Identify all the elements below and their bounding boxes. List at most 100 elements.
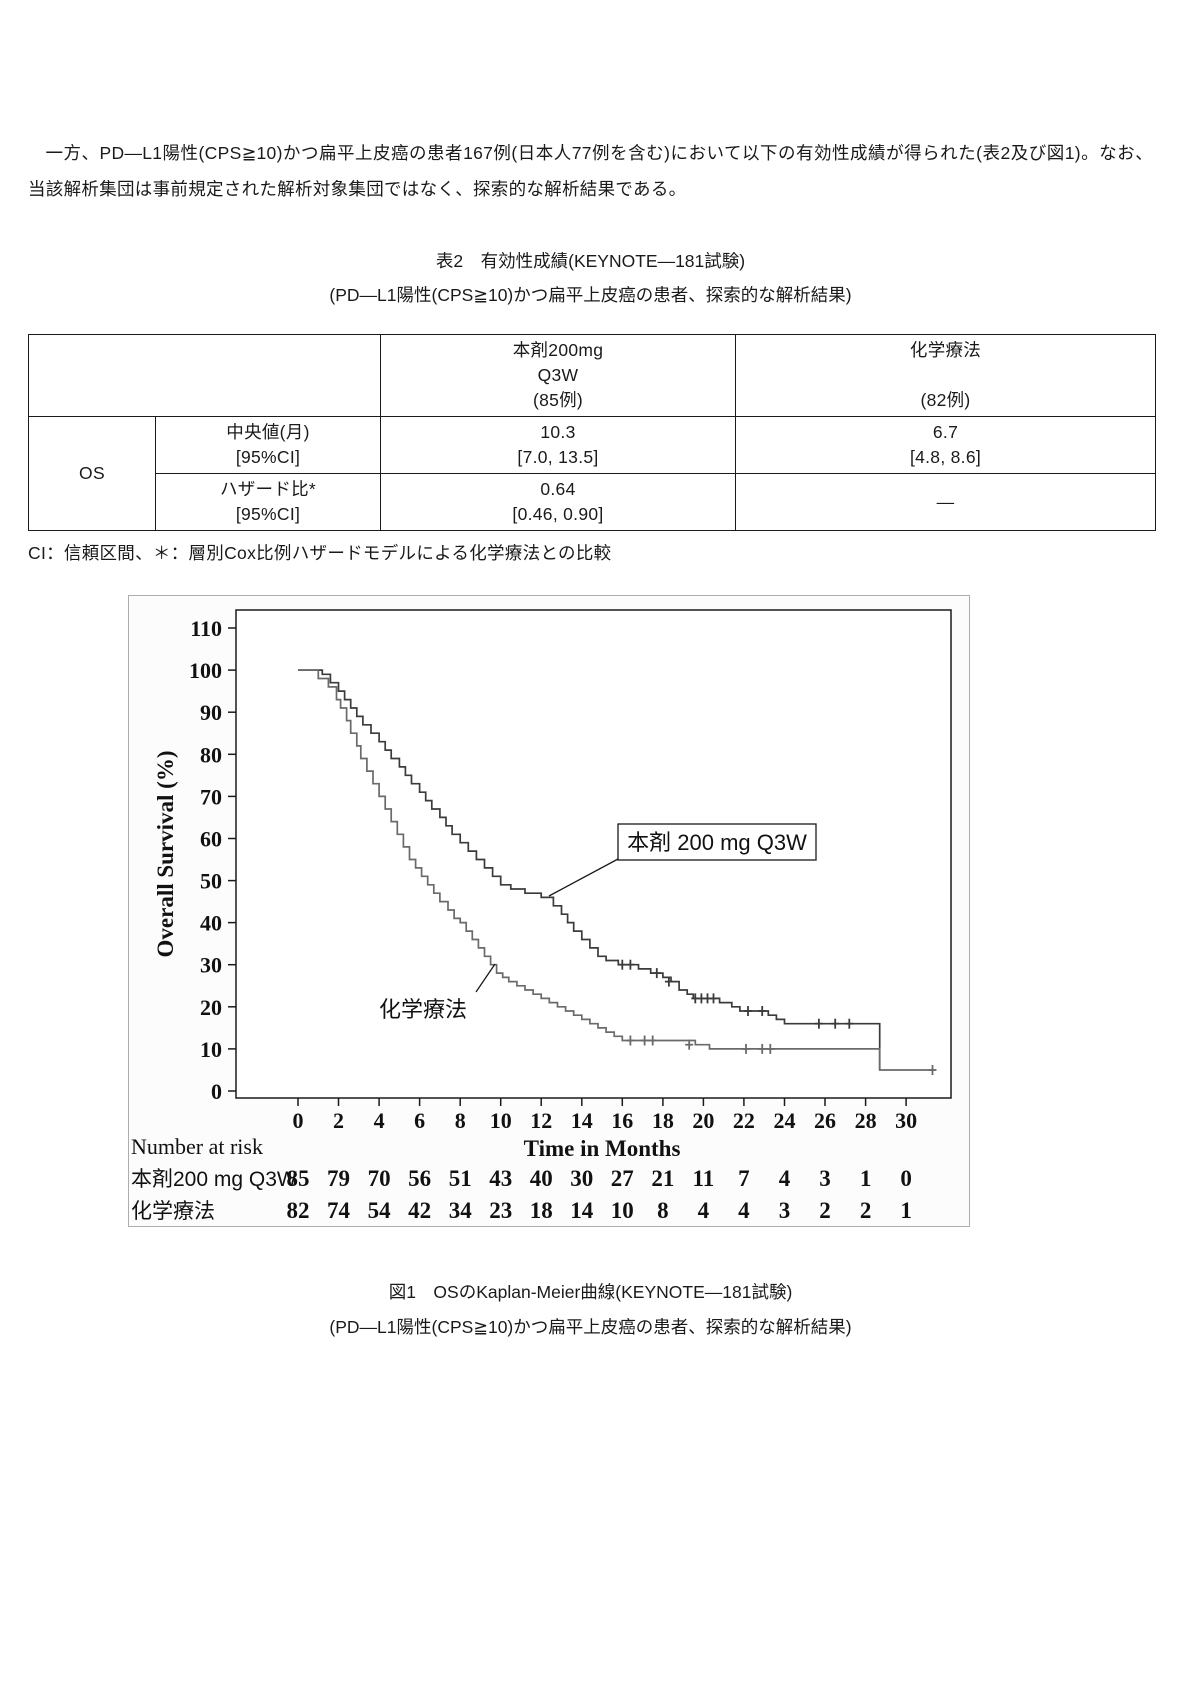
y-tick-label: 100 — [189, 658, 222, 683]
hazard-value-chemo: — — [735, 473, 1156, 532]
hazard-drug-line1: 0.64 — [540, 479, 576, 500]
median-chemo-line2: [4.8, 8.6] — [909, 447, 982, 468]
risk-value: 2 — [819, 1198, 831, 1223]
km-curve-pembrolizumab — [298, 669, 881, 1071]
risk-value: 7 — [738, 1166, 750, 1191]
figure-caption-line1: 図1 OSのKaplan-Meier曲線(KEYNOTE—181試験) — [388, 1282, 793, 1303]
table-footnote: CI：信頼区間、＊：層別Cox比例ハザードモデルによる化学療法との比較 — [28, 543, 612, 564]
median-chemo-line1: 6.7 — [932, 422, 959, 443]
risk-row-label-chemotherapy: 化学療法 — [131, 1200, 215, 1223]
risk-value: 51 — [449, 1166, 472, 1191]
x-tick-label: 16 — [611, 1108, 633, 1133]
x-tick-label: 28 — [855, 1108, 877, 1133]
x-tick-label: 24 — [774, 1108, 796, 1133]
median-drug-line2: [7.0, 13.5] — [517, 447, 599, 468]
risk-value: 43 — [489, 1166, 512, 1191]
risk-value: 8 — [657, 1198, 669, 1223]
risk-value: 27 — [611, 1166, 634, 1191]
header-chemo-line3: (82例) — [920, 390, 971, 411]
risk-value: 10 — [611, 1198, 634, 1223]
x-tick-label: 6 — [414, 1108, 425, 1133]
risk-value: 0 — [900, 1166, 912, 1191]
annotation-leader-line — [548, 858, 619, 897]
table-title: 表2 有効性成績(KEYNOTE—181試験) — [435, 250, 746, 271]
y-tick-label: 30 — [200, 953, 222, 978]
y-tick-label: 50 — [200, 869, 222, 894]
risk-value: 56 — [408, 1166, 431, 1191]
plot-frame — [235, 609, 952, 1099]
y-tick-label: 70 — [200, 785, 222, 810]
hazard-drug-line2: [0.46, 0.90] — [512, 504, 604, 525]
header-drug-line2: Q3W — [537, 365, 579, 386]
intro-paragraph: 一方、PD—L1陽性(CPS≧10)かつ扁平上皮癌の患者167例(日本人77例を… — [28, 143, 1153, 199]
risk-value: 3 — [819, 1166, 831, 1191]
risk-value: 18 — [530, 1198, 553, 1223]
table-row-median: OS 中央値(月) [95%CI] 10.3 [7.0, 13.5] 6.7 [… — [28, 416, 1156, 532]
median-label-line1: 中央値(月) — [226, 422, 310, 443]
table-subtitle: (PD—L1陽性(CPS≧10)かつ扁平上皮癌の患者、探索的な解析結果) — [329, 285, 852, 305]
hazard-chemo-dash: — — [936, 491, 955, 512]
risk-value: 30 — [570, 1166, 593, 1191]
x-tick-label: 10 — [490, 1108, 512, 1133]
x-tick-label: 18 — [652, 1108, 674, 1133]
header-drug-line1: 本剤200mg — [512, 340, 604, 361]
risk-value: 54 — [368, 1198, 392, 1223]
risk-value: 82 — [287, 1198, 310, 1223]
risk-value: 1 — [900, 1198, 912, 1223]
risk-value: 4 — [779, 1166, 791, 1191]
hazard-value-drug: 0.64 [0.46, 0.90] — [380, 473, 736, 532]
risk-value: 4 — [738, 1198, 750, 1223]
figure-caption: 図1 OSのKaplan-Meier曲線(KEYNOTE—181試験) (PD—… — [28, 1275, 1153, 1345]
x-tick-label: 26 — [814, 1108, 836, 1133]
risk-value: 74 — [327, 1198, 351, 1223]
risk-value: 40 — [530, 1166, 553, 1191]
y-tick-label: 80 — [200, 743, 222, 768]
x-tick-label: 14 — [571, 1108, 593, 1133]
table-header-drug: 本剤200mg Q3W (85例) — [380, 334, 736, 418]
risk-value: 21 — [651, 1166, 674, 1191]
median-drug-line1: 10.3 — [540, 422, 576, 443]
document-content: 一方、PD—L1陽性(CPS≧10)かつ扁平上皮癌の患者167例(日本人77例を… — [28, 143, 1156, 1345]
annotation-box — [617, 823, 817, 861]
y-tick-label: 60 — [200, 827, 222, 852]
x-tick-label: 12 — [530, 1108, 552, 1133]
median-value-drug: 10.3 [7.0, 13.5] — [380, 416, 736, 475]
y-tick-label: 40 — [200, 911, 222, 936]
x-tick-label: 0 — [293, 1108, 304, 1133]
risk-value: 3 — [779, 1198, 791, 1223]
header-chemo-line2 — [742, 363, 1149, 388]
efficacy-table: 本剤200mg Q3W (85例) 化学療法 (82例) OS 中央値(月) [… — [28, 334, 1156, 532]
hazard-label-line1: ハザード比* — [219, 479, 317, 500]
table-row-hazard: ハザード比* [95%CI] 0.64 [0.46, 0.90] — — [29, 473, 1156, 532]
x-tick-label: 30 — [895, 1108, 917, 1133]
risk-value: 79 — [327, 1166, 350, 1191]
risk-value: 34 — [449, 1198, 473, 1223]
risk-value: 23 — [489, 1198, 512, 1223]
annotation-chemo-label: 化学療法 — [379, 997, 467, 1022]
x-tick-label: 20 — [692, 1108, 714, 1133]
x-tick-label: 22 — [733, 1108, 755, 1133]
x-axis-label: Time in Months — [524, 1136, 681, 1161]
risk-value: 1 — [860, 1166, 872, 1191]
table-rowgroup-os: OS — [28, 416, 156, 532]
table-header-chemo: 化学療法 (82例) — [735, 334, 1156, 418]
y-tick-label: 90 — [200, 700, 222, 725]
figure-caption-line2: (PD—L1陽性(CPS≧10)かつ扁平上皮癌の患者、探索的な解析結果) — [329, 1317, 852, 1338]
y-tick-label: 10 — [200, 1037, 222, 1062]
risk-value: 14 — [570, 1198, 594, 1223]
x-tick-label: 4 — [374, 1108, 385, 1133]
risk-value: 4 — [698, 1198, 710, 1223]
header-chemo-line1: 化学療法 — [909, 340, 982, 361]
number-at-risk-title: Number at risk — [131, 1134, 263, 1159]
y-tick-label: 110 — [190, 616, 222, 641]
y-axis-label: Overall Survival (%) — [153, 751, 178, 958]
annotation-pembro-label: 本剤 200 mg Q3W — [627, 830, 807, 855]
risk-value: 70 — [368, 1166, 391, 1191]
risk-value: 85 — [287, 1166, 310, 1191]
hazard-label-line2: [95%CI] — [235, 504, 301, 525]
x-tick-label: 8 — [455, 1108, 466, 1133]
row-label-hazard: ハザード比* [95%CI] — [155, 473, 381, 532]
risk-value: 42 — [408, 1198, 431, 1223]
